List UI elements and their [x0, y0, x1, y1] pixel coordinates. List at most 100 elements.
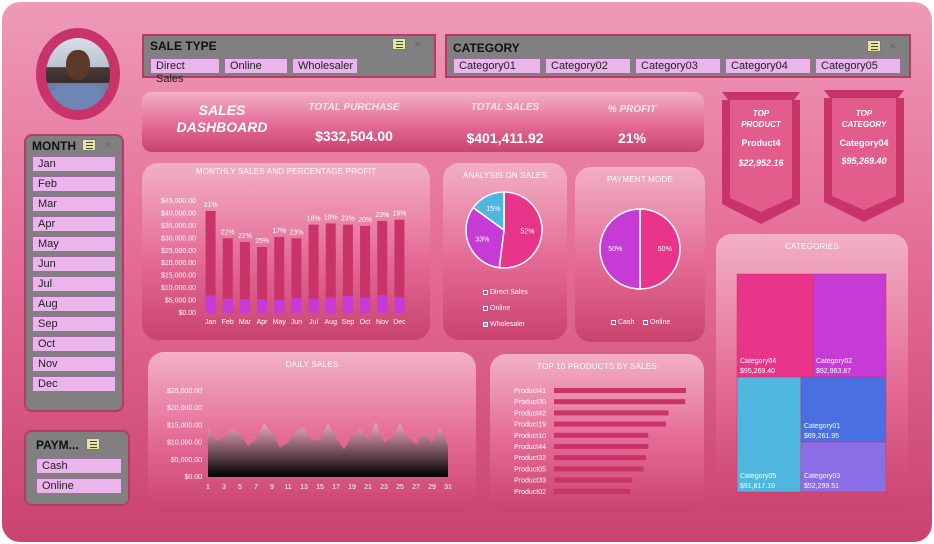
kpi-value: $401,411.92	[466, 130, 544, 146]
x-tick-label: 17	[332, 484, 340, 491]
y-tick-label: $25,000.00	[167, 388, 202, 395]
multi-select-icon[interactable]	[867, 40, 881, 52]
dashboard-title-line2: DASHBOARD	[176, 119, 268, 135]
y-tick-label: $20,000.00	[161, 260, 196, 267]
sales-bar	[239, 242, 250, 313]
data-label: 50%	[658, 246, 672, 253]
sales-bar	[360, 225, 371, 313]
chart-title: ANALYSIS ON SALES	[462, 171, 548, 180]
x-tick-label: 3	[222, 484, 226, 491]
top-product-box: TOP PRODUCT Product4 $22,952.16	[716, 108, 806, 168]
sales-bar	[342, 224, 353, 313]
x-tick-label: Jan	[205, 319, 216, 326]
y-tick-label: $25,000.00	[161, 248, 196, 255]
data-label: 50%	[608, 246, 622, 253]
month-item[interactable]: Nov	[32, 356, 116, 372]
x-tick-label: 5	[238, 484, 242, 491]
x-tick-label: 9	[270, 484, 274, 491]
kpi-label: % PROFIT	[607, 104, 657, 115]
tile-value: $92,963.87	[816, 368, 851, 375]
y-tick-label: Product33	[514, 478, 546, 485]
y-tick-label: $15,000.00	[167, 422, 202, 429]
top-product-name: Product4	[741, 138, 781, 148]
sales-bar	[257, 247, 268, 313]
data-label: 25%	[255, 238, 269, 245]
sale-type-item[interactable]: Wholesaler	[292, 58, 358, 74]
month-item[interactable]: Jul	[32, 276, 116, 292]
category-item[interactable]: Category03	[635, 58, 721, 74]
pie-slice	[599, 208, 641, 290]
category-item[interactable]: Category04	[725, 58, 811, 74]
sales-bar	[274, 237, 285, 313]
month-item[interactable]: Dec	[32, 376, 116, 392]
month-item[interactable]: Jun	[32, 256, 116, 272]
product-bar	[554, 432, 649, 438]
multi-select-icon[interactable]	[392, 38, 406, 50]
treemap-tile	[736, 273, 814, 378]
month-item[interactable]: Sep	[32, 316, 116, 332]
top-products-panel: TOP 10 PRODUCTS BY SALES Product41 Produc…	[490, 354, 704, 512]
sale-type-title: SALE TYPE	[150, 39, 217, 53]
clear-filter-icon[interactable]: ✕	[414, 39, 422, 49]
y-tick-label: Product42	[514, 410, 546, 417]
month-item[interactable]: Oct	[32, 336, 116, 352]
top-product-ribbon	[722, 92, 800, 224]
payment-item[interactable]: Cash	[36, 458, 122, 474]
month-item[interactable]: Aug	[32, 296, 116, 312]
data-label: 18%	[307, 216, 321, 223]
monthly-sales-panel: MONTHLY SALES AND PERCENTAGE PROFIT $45,…	[142, 163, 430, 340]
month-item[interactable]: Feb	[32, 176, 116, 192]
data-label: 22%	[221, 229, 235, 236]
avatar	[46, 38, 110, 110]
data-label: 15%	[486, 206, 500, 213]
top-category-ribbon	[824, 90, 904, 222]
top-category-title-line1: TOP	[855, 109, 873, 118]
category-item[interactable]: Category02	[545, 58, 631, 74]
x-tick-label: 11	[284, 484, 291, 491]
pie-slice	[465, 206, 505, 269]
y-tick-label: $0.00	[184, 474, 202, 481]
y-tick-label: $20,000.00	[167, 405, 202, 412]
category-item[interactable]: Category01	[453, 58, 541, 74]
analysis-on-sales-panel: ANALYSIS ON SALES 52% 33% 15% Direct Sales…	[443, 163, 567, 340]
x-tick-label: 21	[364, 484, 372, 491]
product-bar	[554, 444, 649, 449]
x-tick-label: Sep	[342, 319, 355, 326]
product-bar	[554, 388, 686, 393]
kpi-label: TOTAL SALES	[470, 102, 540, 113]
top-category-title-line2: CATEGORY	[841, 120, 887, 129]
treemap-tile	[800, 441, 887, 493]
month-item[interactable]: Apr	[32, 216, 116, 232]
profit-bar	[342, 296, 353, 313]
y-tick-label: Product02	[514, 489, 546, 496]
payment-item[interactable]: Online	[36, 478, 122, 494]
pie-slice	[639, 208, 681, 290]
sale-type-item[interactable]: Direct Sales	[150, 58, 220, 85]
month-item[interactable]: Mar	[32, 196, 116, 212]
y-tick-label: $40,000.00	[161, 210, 196, 217]
sales-bar	[222, 238, 233, 313]
y-tick-label: Product19	[514, 422, 546, 429]
month-item[interactable]: May	[32, 236, 116, 252]
profit-bar	[205, 295, 216, 313]
category-item[interactable]: Category05	[815, 58, 901, 74]
multi-select-icon[interactable]	[86, 438, 100, 450]
category-slicer: CATEGORY ✕ Category01 Category02 Categor…	[445, 34, 911, 78]
product-bar	[554, 488, 631, 494]
clear-filter-icon[interactable]: ✕	[104, 140, 112, 150]
data-label: 20%	[358, 217, 372, 224]
multi-select-icon[interactable]	[82, 139, 96, 151]
categories-treemap: Category04 $95,269.40 Category02 $92,963.87…	[736, 273, 887, 493]
clear-filter-icon[interactable]: ✕	[889, 41, 897, 51]
daily-sales-panel: DAILY SALES $25,000.00 $20,000.00 $15,000.…	[148, 352, 476, 512]
month-item[interactable]: Jan	[32, 156, 116, 172]
data-label: 21%	[204, 202, 218, 209]
y-tick-label: Product05	[514, 466, 546, 473]
sale-type-item[interactable]: Online	[224, 58, 288, 74]
product-bar	[554, 477, 633, 483]
data-label: 33%	[475, 236, 489, 243]
top-product-title-line1: TOP	[752, 109, 770, 118]
sales-bar	[205, 210, 216, 313]
profit-bar	[239, 299, 250, 313]
pie-slice	[498, 191, 543, 269]
